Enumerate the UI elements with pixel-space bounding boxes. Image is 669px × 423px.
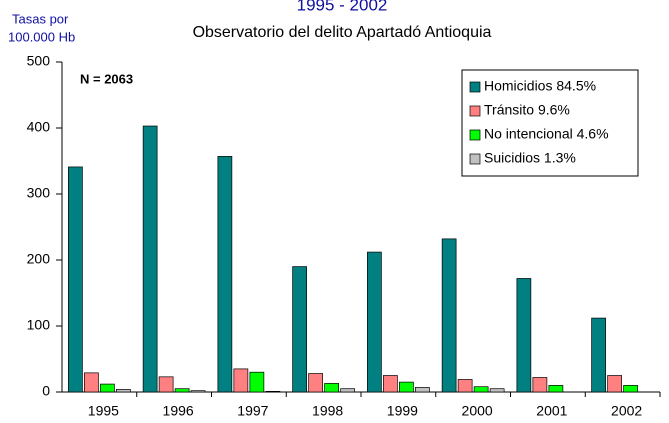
legend-label: Tránsito 9.6% xyxy=(484,102,570,118)
legend-label: No intencional 4.6% xyxy=(484,126,609,142)
y-axis-label: 100.000 Hb xyxy=(8,29,75,44)
bar xyxy=(217,156,233,393)
y-tick-label: 0 xyxy=(42,383,50,399)
bar xyxy=(249,371,265,393)
bar xyxy=(116,389,131,393)
x-tick-label: 1998 xyxy=(312,403,343,419)
bar xyxy=(548,385,564,393)
legend-swatch xyxy=(469,153,481,165)
bar xyxy=(142,125,158,393)
chart-subtitle: Observatorio del delito Apartadó Antioqu… xyxy=(193,24,492,41)
bar xyxy=(473,386,489,393)
bar xyxy=(607,375,622,393)
bar xyxy=(399,381,414,393)
bar xyxy=(233,368,249,393)
y-tick-label: 100 xyxy=(27,317,51,333)
x-tick-label: 1999 xyxy=(387,403,418,419)
bar xyxy=(457,379,473,393)
legend-swatch xyxy=(469,81,481,93)
y-tick-label: 300 xyxy=(27,185,51,201)
annotation: N = 2063 xyxy=(80,71,133,86)
y-tick-label: 500 xyxy=(27,53,51,69)
legend-swatch xyxy=(469,129,481,141)
bar xyxy=(324,383,339,393)
legend-box xyxy=(461,69,639,177)
bar xyxy=(100,383,115,393)
bar xyxy=(441,238,457,393)
legend-label: Suicidios 1.3% xyxy=(484,150,576,166)
bar xyxy=(68,166,83,393)
x-tick-label: 1996 xyxy=(163,403,194,419)
bar xyxy=(265,390,281,393)
bar xyxy=(532,377,548,393)
y-axis-label: Tasas por xyxy=(12,11,69,26)
y-tick-label: 400 xyxy=(27,119,51,135)
x-tick-label: 2002 xyxy=(611,403,642,419)
bar xyxy=(292,266,307,393)
bar xyxy=(158,376,174,393)
bar xyxy=(489,388,505,393)
legend-swatch xyxy=(469,105,481,117)
x-tick-label: 2001 xyxy=(536,403,567,419)
y-tick-label: 200 xyxy=(27,251,51,267)
bar xyxy=(308,373,323,393)
bar xyxy=(174,388,190,393)
legend-label: Homicidios 84.5% xyxy=(484,78,596,94)
bar xyxy=(190,390,206,393)
bar xyxy=(591,317,606,393)
x-tick-label: 1995 xyxy=(88,403,119,419)
chart-title: 1995 - 2002 xyxy=(297,0,388,14)
bar xyxy=(415,387,430,393)
bar xyxy=(623,385,638,393)
x-tick-label: 1997 xyxy=(237,403,268,419)
x-tick-label: 2000 xyxy=(462,403,493,419)
bar xyxy=(367,251,382,393)
bar xyxy=(516,278,532,393)
bar xyxy=(383,375,398,393)
bar xyxy=(340,388,355,393)
bar xyxy=(84,372,99,393)
